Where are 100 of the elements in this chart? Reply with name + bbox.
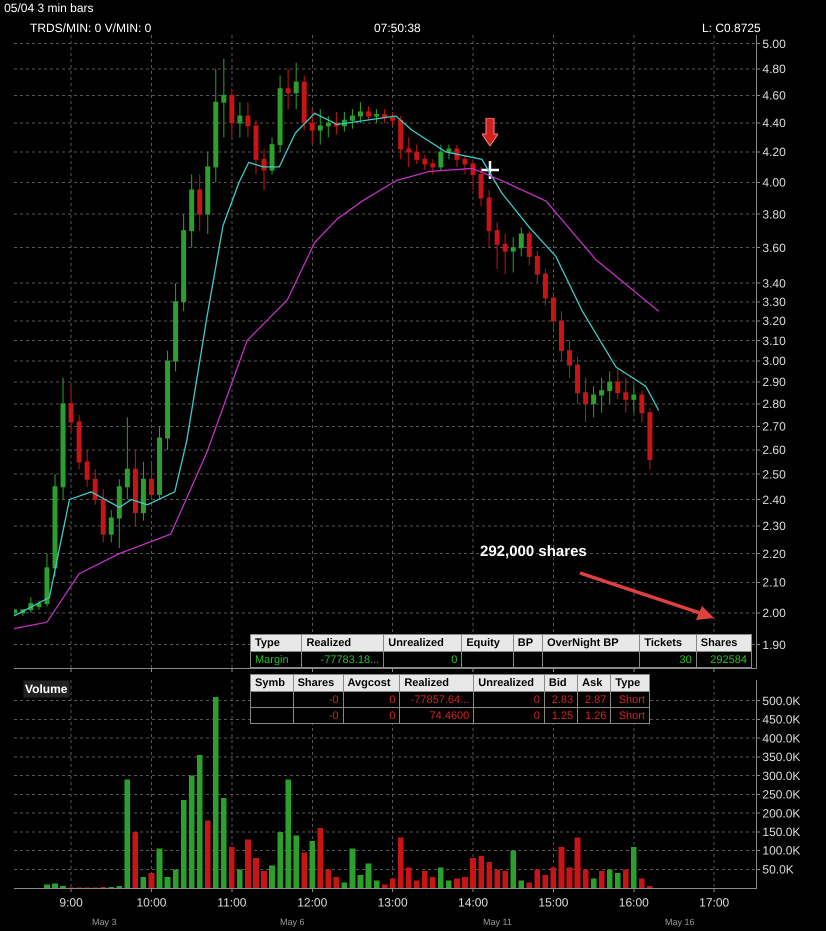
text: 2.87: [584, 694, 606, 706]
candlestick: [478, 166, 484, 206]
candlestick: [438, 144, 444, 170]
candlestick: [44, 553, 50, 608]
bar: [261, 871, 267, 888]
candlestick: [486, 190, 492, 248]
bar: [406, 867, 412, 888]
bar: [132, 832, 138, 888]
candlestick: [286, 68, 291, 110]
annotation: TRDS/MIN: 0 V/MIN: 0: [30, 21, 152, 35]
y-tick-label: 3.60: [762, 240, 786, 255]
bar: [221, 798, 227, 888]
candlestick: [502, 234, 508, 275]
candlestick: [350, 108, 355, 130]
bar: [550, 867, 556, 888]
text: 74.4600: [430, 710, 470, 722]
candlestick: [68, 386, 74, 432]
bar: [180, 800, 186, 888]
candlestick: [326, 116, 331, 138]
y-tick-label: 300.0K: [762, 768, 800, 783]
candlestick: [422, 154, 428, 170]
bar: [148, 873, 154, 888]
y-tick-label: 3.00: [762, 354, 786, 368]
bar: [622, 869, 629, 888]
bar: [606, 869, 612, 888]
category-label: BP: [513, 634, 543, 652]
x-tick-label: 9:00: [59, 895, 84, 910]
text: Short: [618, 694, 645, 706]
candlestick: [542, 268, 548, 306]
candlestick: [92, 468, 98, 506]
candlestick: [205, 151, 210, 235]
bar: [478, 856, 484, 888]
bar: [342, 882, 348, 888]
category-label: Realized: [400, 674, 474, 692]
text: May 3: [92, 917, 117, 927]
y-tick-label: 150.0K: [762, 824, 800, 839]
category-label: Realized: [302, 634, 384, 652]
y-tick-label: 2.50: [762, 467, 786, 482]
y-tick-label: 400.0K: [762, 731, 800, 746]
candlestick: [140, 461, 146, 522]
bar: [285, 779, 291, 888]
bar: [390, 878, 396, 888]
bar: [309, 841, 316, 888]
text: 0: [534, 694, 540, 706]
bar: [486, 862, 492, 888]
candlestick: [254, 120, 258, 176]
candlestick: [558, 310, 564, 362]
bar: [518, 880, 524, 888]
candlestick: [149, 461, 154, 500]
y-tick-label: 4.80: [762, 62, 786, 76]
bar: [358, 874, 364, 888]
candlestick: [575, 356, 580, 404]
bar: [277, 832, 283, 888]
candlestick: [639, 390, 644, 422]
category-label: Type: [250, 634, 302, 652]
y-tick-label: 50.0K: [762, 862, 794, 876]
y-tick-label: 2.10: [762, 576, 786, 590]
y-tick-label: 2.90: [762, 375, 786, 390]
candlestick: [454, 144, 460, 168]
candlestick: [270, 136, 275, 176]
bar: [598, 871, 604, 888]
y-tick-label: 2.20: [762, 546, 786, 561]
candlestick: [390, 111, 396, 126]
candlestick: [76, 414, 82, 470]
candlestick: [366, 106, 371, 121]
bar: [269, 866, 275, 888]
chart-title: 05/04 3 min bars: [4, 0, 94, 15]
candlestick: [583, 377, 588, 422]
y-tick-label: 2.30: [762, 519, 786, 534]
annotation: 292,000 shares: [480, 543, 587, 560]
bar: [510, 850, 516, 888]
category-label: Equity: [462, 634, 514, 652]
candlestick: [132, 449, 138, 526]
y-tick-label: 250.0K: [762, 788, 800, 802]
text: 0: [389, 694, 396, 706]
candlestick: [374, 108, 380, 124]
candlestick: [358, 102, 363, 124]
text: 1.26: [584, 710, 606, 722]
y-tick-label: 3.30: [762, 294, 786, 309]
bar: [229, 846, 235, 888]
candlestick: [462, 154, 468, 176]
candlestick: [60, 377, 66, 500]
text: Short: [618, 710, 645, 722]
bar: [542, 874, 548, 888]
y-tick-label: 100.0K: [762, 844, 800, 858]
bar: [470, 858, 476, 888]
category-label: Bid: [544, 674, 578, 692]
category-label: Tickets: [640, 634, 696, 652]
text: 292584: [710, 654, 747, 666]
bar: [526, 882, 532, 888]
bar: [326, 869, 332, 888]
candlestick: [470, 158, 476, 191]
bar: [430, 876, 436, 888]
category-label: Avgcost: [343, 674, 400, 692]
candlestick: [567, 340, 572, 378]
bar: [494, 869, 500, 888]
y-tick-label: 500.0K: [762, 694, 800, 708]
bar: [245, 839, 251, 888]
candlestick: [189, 174, 194, 248]
candlestick: [414, 144, 420, 164]
